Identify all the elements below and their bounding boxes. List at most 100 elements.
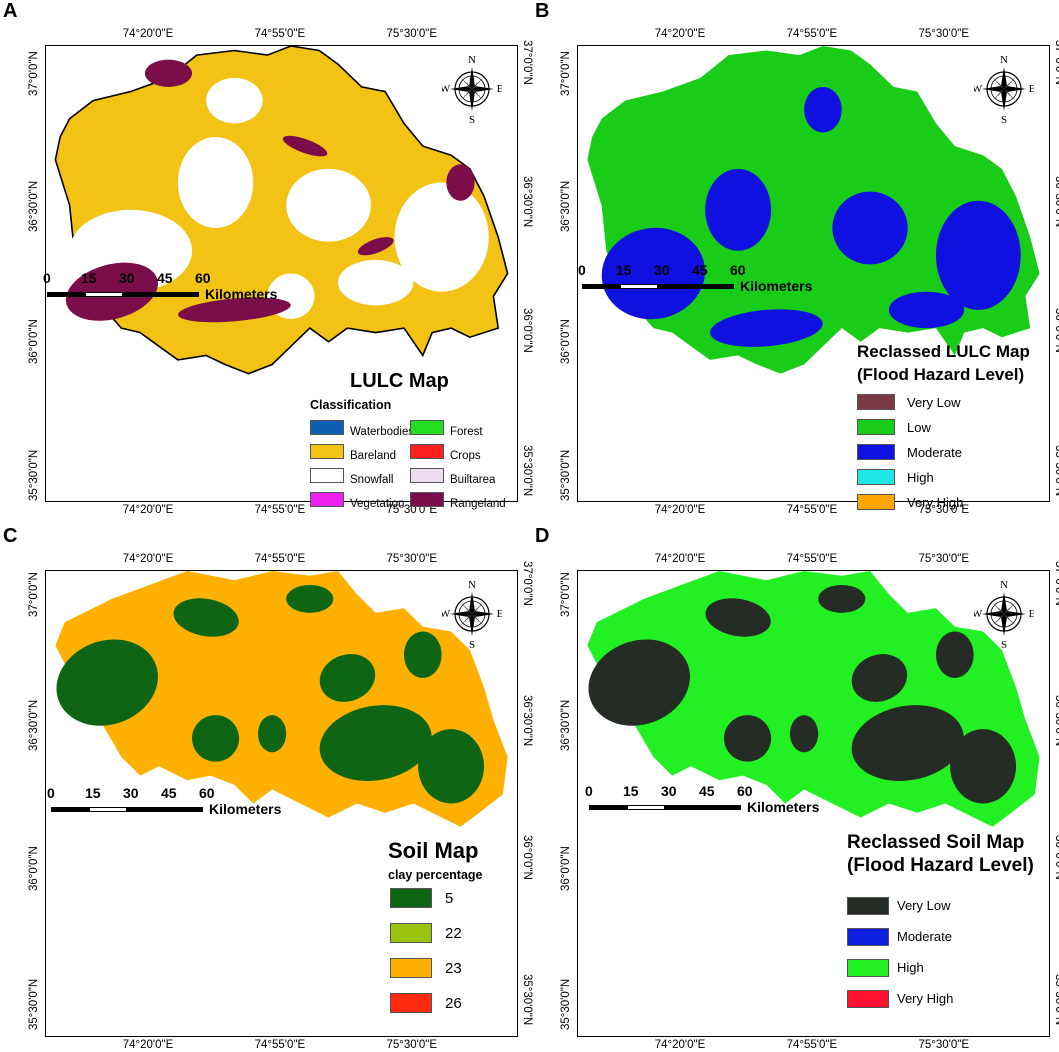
legend-swatch bbox=[390, 923, 432, 943]
lon-tick-label-top: 75°30'0"E bbox=[919, 554, 970, 566]
legend-label: Bareland bbox=[350, 450, 396, 462]
scale-bar-number: 30 bbox=[661, 783, 677, 799]
legend-swatch bbox=[390, 958, 432, 978]
very-low-hazard-patch bbox=[818, 585, 865, 613]
lon-tick-label-bottom: 75°30'0"E bbox=[919, 1040, 970, 1052]
compass-e-label: E bbox=[1029, 83, 1034, 95]
legend-swatch bbox=[390, 888, 432, 908]
scale-bar-number: 0 bbox=[578, 262, 586, 278]
legend-swatch bbox=[410, 444, 444, 459]
lat-tick-label-right: 37°0'0"N bbox=[1053, 561, 1059, 606]
lat-tick-label-left: 36°0'0"N bbox=[561, 846, 573, 891]
compass-s-label: S bbox=[469, 114, 475, 125]
lat-tick-label-right: 36°30'0"N bbox=[521, 695, 533, 746]
scale-bar-segment bbox=[665, 805, 741, 810]
legend-label: Crops bbox=[450, 450, 481, 462]
legend-title: Soil Map bbox=[388, 838, 478, 864]
scale-bar-segment bbox=[620, 284, 658, 289]
snowfall-patch bbox=[178, 137, 253, 228]
very-low-hazard-patch bbox=[724, 715, 771, 762]
scale-bar-segment bbox=[47, 292, 85, 297]
lat-tick-label-left: 36°0'0"N bbox=[29, 846, 41, 891]
scale-bar-segment bbox=[589, 805, 627, 810]
lat-tick-label-left: 36°0'0"N bbox=[29, 319, 41, 364]
legend-swatch bbox=[857, 394, 895, 410]
legend-swatch bbox=[847, 990, 889, 1008]
rangeland-patch bbox=[145, 60, 192, 87]
snowfall-patch bbox=[286, 169, 371, 242]
legend-label: Forest bbox=[450, 426, 483, 438]
legend-swatch bbox=[410, 468, 444, 483]
lat-tick-label-right: 36°30'0"N bbox=[1053, 695, 1059, 746]
legend-title: LULC Map bbox=[350, 370, 449, 393]
lon-tick-label-bottom: 74°55'0"E bbox=[255, 505, 306, 517]
legend-subtitle: clay percentage bbox=[388, 868, 483, 882]
scale-bar-number: 60 bbox=[195, 270, 211, 286]
scale-bar-number: 15 bbox=[616, 262, 632, 278]
legend-swatch bbox=[410, 492, 444, 507]
lon-tick-label-top: 74°20'0"E bbox=[123, 554, 174, 566]
compass-n-label: N bbox=[468, 54, 476, 66]
lat-tick-label-left: 35°30'0"N bbox=[29, 979, 41, 1030]
legend-label: Snowfall bbox=[350, 474, 393, 486]
legend-label: 26 bbox=[445, 995, 462, 1012]
lon-tick-label-top: 74°55'0"E bbox=[787, 29, 838, 41]
panel-letter: D bbox=[535, 525, 549, 548]
lon-tick-label-top: 74°20'0"E bbox=[655, 29, 706, 41]
legend-swatch bbox=[847, 897, 889, 915]
legend-swatch bbox=[847, 928, 889, 946]
legend-swatch bbox=[310, 492, 344, 507]
legend-title: (Flood Hazard Level) bbox=[857, 365, 1024, 385]
lat-tick-label-right: 37°0'0"N bbox=[521, 40, 533, 85]
lat-tick-label-left: 37°0'0"N bbox=[29, 51, 41, 96]
legend-swatch bbox=[847, 959, 889, 977]
legend-label: Very Low bbox=[897, 898, 950, 913]
scale-bar-number: 0 bbox=[43, 270, 51, 286]
compass-e-label: E bbox=[497, 608, 502, 620]
legend-label: Moderate bbox=[897, 929, 952, 944]
legend-swatch bbox=[857, 419, 895, 435]
legend-label: Very High bbox=[907, 495, 963, 510]
legend-title: Reclassed Soil Map bbox=[847, 832, 1024, 854]
scale-bar-number: 30 bbox=[654, 262, 670, 278]
panel-letter: B bbox=[535, 0, 549, 23]
compass-s-label: S bbox=[1001, 114, 1007, 125]
legend-swatch bbox=[310, 444, 344, 459]
lat-tick-label-left: 35°30'0"N bbox=[561, 979, 573, 1030]
scale-bar-number: 60 bbox=[199, 785, 215, 801]
lat-tick-label-right: 36°0'0"N bbox=[521, 308, 533, 353]
scale-bar-segment bbox=[85, 292, 123, 297]
scale-bar-unit: Kilometers bbox=[205, 286, 277, 302]
lon-tick-label-top: 75°30'0"E bbox=[919, 29, 970, 41]
clay-5-patch bbox=[418, 729, 484, 803]
scale-bar-number: 15 bbox=[85, 785, 101, 801]
very-low-hazard-patch bbox=[950, 729, 1016, 803]
lat-tick-label-right: 35°30'0"N bbox=[1053, 974, 1059, 1025]
legend-label: Vegetation bbox=[350, 498, 404, 510]
scale-bar-number: 30 bbox=[123, 785, 139, 801]
scale-bar-segment bbox=[127, 807, 203, 812]
very-low-hazard-patch bbox=[936, 631, 974, 678]
panel-letter: C bbox=[3, 525, 17, 548]
rangeland-patch bbox=[446, 164, 474, 200]
compass-s-label: S bbox=[1001, 639, 1007, 650]
scale-bar-number: 45 bbox=[157, 270, 173, 286]
scale-bar-number: 15 bbox=[81, 270, 97, 286]
lon-tick-label-top: 74°55'0"E bbox=[255, 29, 306, 41]
moderate-hazard-patch bbox=[705, 169, 771, 251]
legend-label: Moderate bbox=[907, 445, 962, 460]
lon-tick-label-top: 74°55'0"E bbox=[787, 554, 838, 566]
lat-tick-label-right: 35°30'0"N bbox=[1053, 445, 1059, 496]
scale-bar-number: 0 bbox=[47, 785, 55, 801]
compass-n-label: N bbox=[468, 579, 476, 591]
lat-tick-label-left: 36°0'0"N bbox=[561, 319, 573, 364]
clay-5-patch bbox=[404, 631, 442, 678]
compass-e-label: E bbox=[497, 83, 502, 95]
legend-swatch bbox=[857, 469, 895, 485]
legend-label: High bbox=[897, 960, 924, 975]
lon-tick-label-bottom: 74°20'0"E bbox=[655, 505, 706, 517]
moderate-hazard-patch bbox=[889, 292, 964, 328]
